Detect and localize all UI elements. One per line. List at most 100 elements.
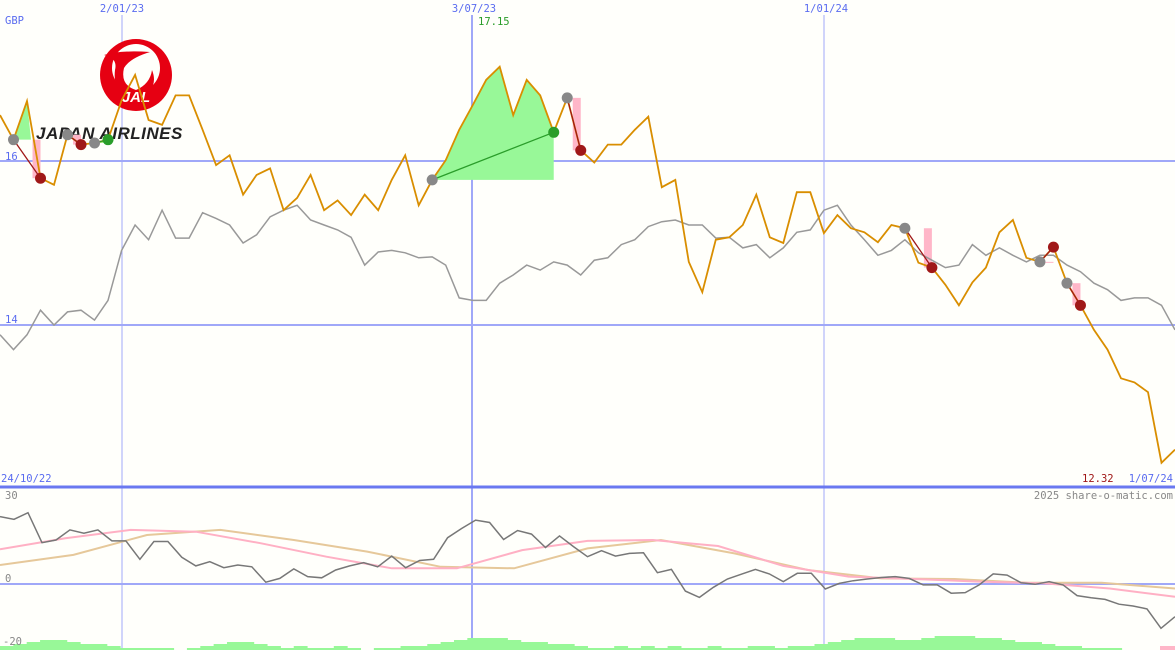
volume-bar <box>160 648 175 650</box>
signal-start-marker <box>1034 256 1046 268</box>
volume-bar <box>480 638 495 650</box>
volume-bar <box>667 646 682 650</box>
volume-bar <box>734 648 749 650</box>
volume-bar <box>467 638 482 650</box>
volume-bar <box>333 646 348 650</box>
volume-bar <box>640 646 655 650</box>
volume-bar <box>453 640 468 650</box>
loss-area <box>923 228 932 268</box>
volume-bar <box>761 646 775 650</box>
loss-area <box>73 134 82 145</box>
sell-signal-marker <box>575 144 587 156</box>
volume-bar <box>507 640 522 650</box>
volume-bar <box>26 642 41 650</box>
volume-bar <box>974 638 989 650</box>
volume-bar <box>93 644 108 650</box>
x-tick-label: 3/07/23 <box>452 3 496 15</box>
y-tick-label: 16 <box>5 151 18 163</box>
volume-bar <box>934 636 949 650</box>
volume-bar <box>988 638 1002 650</box>
volume-bar <box>867 638 882 650</box>
x-tick-label: 1/01/24 <box>804 3 848 15</box>
volume-bar <box>226 642 241 650</box>
x-start-label: 24/10/22 <box>1 473 52 485</box>
signal-line <box>566 97 582 151</box>
volume-bar <box>827 642 842 650</box>
volume-bar <box>400 646 415 650</box>
volume-bar <box>894 640 909 650</box>
volume-bar <box>627 648 642 650</box>
volume-bar <box>440 642 455 650</box>
signal-line <box>904 227 933 268</box>
volume-bar <box>921 638 936 650</box>
volume-bar <box>186 648 201 650</box>
volume-bar <box>854 638 869 650</box>
signal-line <box>12 139 42 179</box>
signal-start-marker <box>8 134 20 146</box>
buy-signal-marker <box>102 134 114 146</box>
high-price-label: 17.15 <box>478 16 510 28</box>
volume-bar <box>120 648 135 650</box>
volume-bar <box>600 648 615 650</box>
momentum-line <box>0 511 1175 630</box>
volume-bar <box>200 646 215 650</box>
volume-bar <box>1028 642 1042 650</box>
volume-bar <box>66 642 81 650</box>
loss-area <box>572 97 581 151</box>
volume-bar <box>280 648 295 650</box>
loss-area <box>1045 261 1054 263</box>
signal-start-marker <box>899 222 911 234</box>
osc-tick-label: -20 <box>3 636 22 648</box>
volume-bar <box>747 646 762 650</box>
volume-bar <box>574 646 588 650</box>
volume-bar <box>787 646 802 650</box>
volume-bar <box>721 648 735 650</box>
volume-bar <box>1068 646 1083 650</box>
signal-start-marker <box>1061 277 1073 289</box>
volume-bar <box>1041 644 1056 650</box>
volume-bar <box>240 642 255 650</box>
volume-bar <box>881 638 896 650</box>
volume-bar <box>654 648 669 650</box>
volume-bar <box>1014 642 1029 650</box>
volume-bar <box>680 648 695 650</box>
volume-bar <box>1054 646 1069 650</box>
volume-bar <box>1094 648 1109 650</box>
volume-bar <box>53 640 68 650</box>
volume-bar <box>961 636 976 650</box>
sell-signal-marker <box>1074 299 1086 311</box>
volume-bar <box>814 644 829 650</box>
volume-bar <box>80 644 94 650</box>
volume-bar <box>13 644 28 650</box>
sell-signal-marker <box>1047 241 1059 253</box>
volume-bar <box>534 642 548 650</box>
volume-bar <box>347 648 362 650</box>
signal-line <box>431 131 554 181</box>
volume-bar <box>948 636 962 650</box>
last-price-label: 12.32 <box>1082 473 1114 485</box>
volume-bar <box>907 640 922 650</box>
volume-bar <box>547 644 562 650</box>
volume-bar <box>373 648 388 650</box>
signal-start-marker <box>62 129 74 141</box>
volume-bar <box>560 644 575 650</box>
watermark: 2025 share-o-matic.com <box>1034 490 1173 502</box>
volume-bar <box>707 646 722 650</box>
gain-area <box>13 101 32 140</box>
volume-bar <box>40 640 54 650</box>
buy-signal-marker <box>548 126 560 138</box>
volume-bar <box>253 644 268 650</box>
volume-bar <box>133 648 148 650</box>
volume-bar <box>694 648 709 650</box>
volume-bar <box>520 642 535 650</box>
sell-signal-marker <box>75 139 87 151</box>
gain-area <box>432 66 554 180</box>
volume-bar <box>413 646 428 650</box>
price-line <box>0 64 1175 465</box>
sell-signal-marker <box>35 172 47 184</box>
comparison-line <box>0 204 1175 351</box>
loss-area <box>1072 283 1081 306</box>
volume-bar <box>774 648 789 650</box>
volume-bar <box>494 638 508 650</box>
volume-bar <box>106 646 121 650</box>
